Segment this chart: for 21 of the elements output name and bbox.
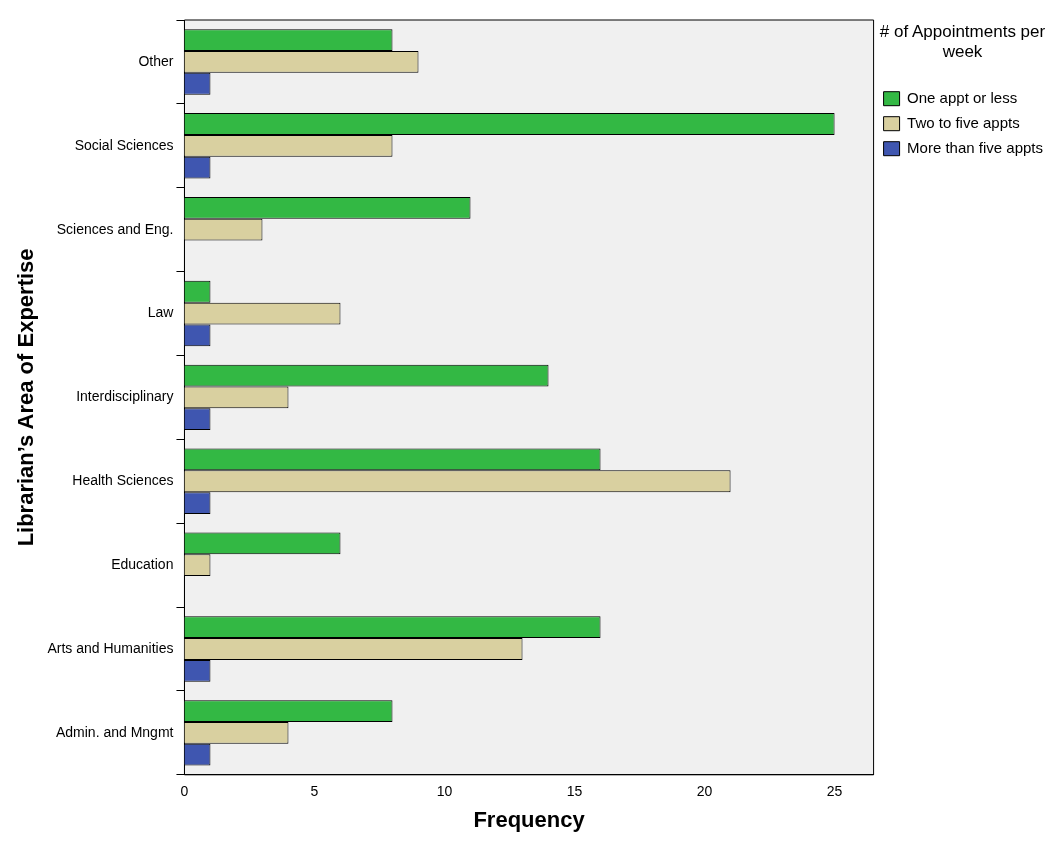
legend-label: More than five appts: [907, 138, 1044, 156]
legend-label: One appt or less: [907, 88, 1018, 106]
x-tick-label: 0: [180, 783, 189, 800]
x-tick-label: 10: [436, 783, 453, 800]
x-axis-title: Frequency: [473, 806, 586, 832]
y-tick-label: Law: [147, 304, 175, 321]
x-tick-label: 20: [696, 783, 713, 800]
y-tick-label: Sciences and Eng.: [56, 220, 174, 237]
y-tick-label: Education: [111, 555, 174, 572]
legend-label: Two to five appts: [907, 113, 1020, 131]
y-axis-title: Librarian’s Area of Expertise: [13, 248, 39, 547]
x-tick-label: 5: [310, 783, 319, 800]
y-tick-label: Admin. and Mngmt: [55, 723, 174, 740]
legend-title: # of Appointments per week: [878, 22, 1047, 62]
y-tick-label: Other: [138, 52, 174, 69]
y-tick-label: Health Sciences: [72, 472, 174, 489]
x-tick-label: 25: [826, 783, 843, 800]
y-tick-label: Social Sciences: [74, 136, 174, 153]
x-tick-label: 15: [566, 783, 583, 800]
y-tick-label: Arts and Humanities: [47, 639, 174, 656]
y-tick-label: Interdisciplinary: [76, 388, 174, 405]
